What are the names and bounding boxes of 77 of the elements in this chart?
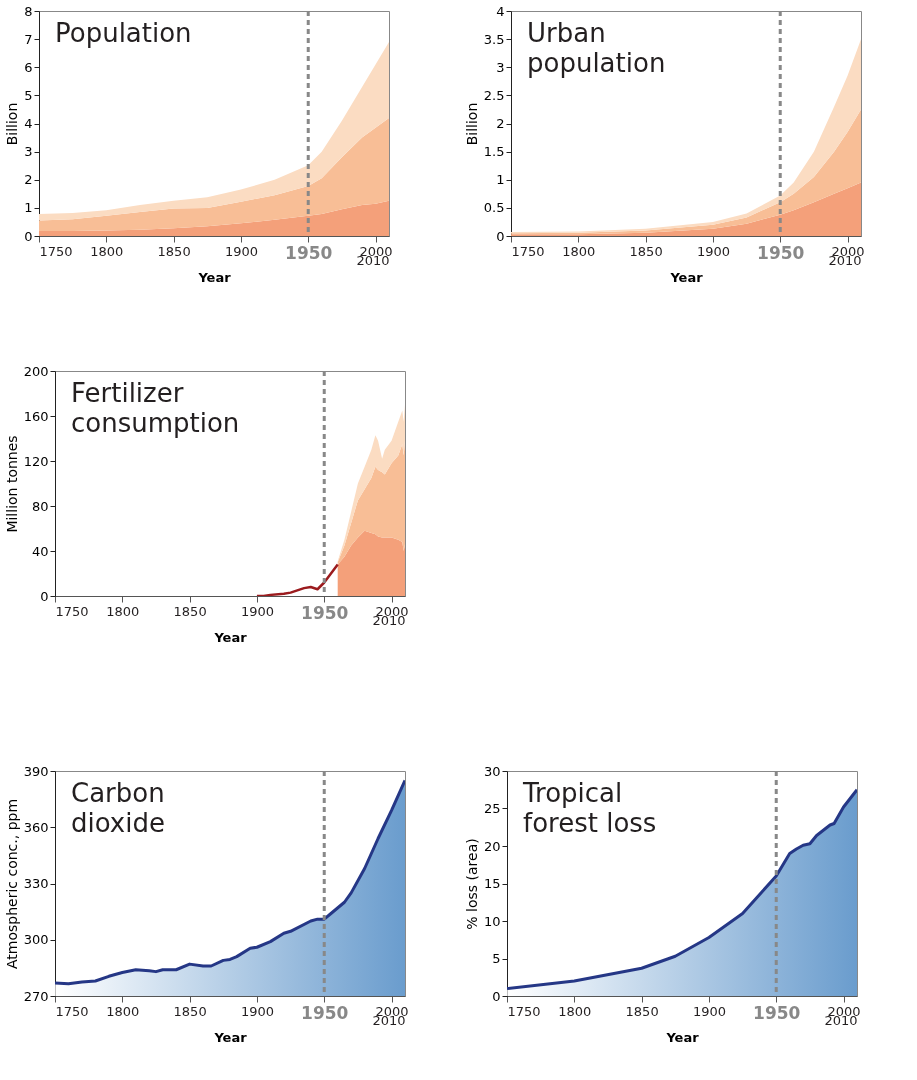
y-tick-label: 2.5 — [483, 87, 505, 103]
y-tick-label: 20 — [483, 838, 501, 854]
x-tick-label: 1950 — [757, 242, 805, 263]
y-tick-label: 160 — [23, 408, 49, 424]
text: Tropical forest loss — [522, 778, 657, 838]
x-tick-label: 1900 — [692, 1003, 726, 1019]
y-tick-label: 330 — [23, 876, 49, 891]
y-tick-label: 1.5 — [483, 144, 505, 160]
text: Fertilizer consumption — [71, 378, 240, 438]
x-tick-label: 1900 — [240, 603, 274, 619]
x-tick-label: 1850 — [625, 1003, 659, 1019]
x-tick-label: 1950 — [301, 602, 349, 623]
y-tick-label: 3 — [24, 144, 33, 160]
y-tick-label: 270 — [23, 988, 49, 1004]
x-tick-label: 1900 — [696, 243, 730, 259]
y-tick-label: 15 — [483, 876, 501, 891]
y-tick-label: 5 — [24, 87, 33, 103]
x-tick-label: 1750 — [55, 1003, 89, 1019]
y-axis-title: Atmospheric conc., ppm — [3, 798, 20, 970]
x-tick-label: 1750 — [507, 1003, 541, 1019]
x-axis-title: Year — [197, 269, 232, 285]
y-tick-label: 2 — [496, 116, 505, 131]
x-tick-label: 1800 — [106, 603, 140, 619]
y-tick-label: 200 — [23, 363, 49, 379]
y-tick-label: 390 — [23, 763, 49, 779]
y-tick-label: 80 — [31, 498, 49, 514]
y-tick-label: 3.5 — [483, 31, 505, 47]
y-tick-label: 0 — [40, 588, 49, 604]
x-tick-label: 1950 — [753, 1002, 801, 1023]
y-tick-label: 30 — [483, 763, 501, 779]
x-tick-label: 1850 — [629, 243, 663, 259]
text: Urban population — [527, 18, 666, 78]
y-axis-title: Billion — [4, 102, 21, 146]
y-tick-label: 0.5 — [483, 200, 505, 216]
x-tick-label: 1750 — [55, 603, 89, 619]
x-tick-label: 1750 — [511, 243, 545, 259]
x-tick-label: 1900 — [224, 243, 258, 259]
x-tick-label: 1850 — [157, 243, 191, 259]
x-tick-label: 1800 — [106, 1003, 140, 1019]
y-tick-label: 3 — [496, 59, 505, 75]
x-tick-label: 1900 — [240, 1003, 274, 1019]
y-tick-label: 0 — [24, 228, 33, 244]
x-tick-label: 1950 — [285, 242, 333, 263]
y-tick-label: 2 — [24, 172, 33, 188]
y-tick-label: 0 — [496, 228, 505, 244]
x-axis-title: Year — [213, 629, 248, 645]
y-tick-label: 4 — [24, 116, 33, 131]
y-tick-label: 25 — [483, 801, 501, 816]
y-tick-label: 120 — [23, 453, 49, 469]
y-tick-label: 10 — [483, 913, 501, 929]
y-axis-title: % loss (area) — [463, 838, 480, 930]
y-axis-title: Billion — [463, 102, 480, 146]
y-tick-label: 4 — [496, 3, 505, 19]
x-tick-label: 1850 — [173, 1003, 207, 1019]
x-tick-label: 1850 — [173, 603, 207, 619]
y-tick-label: 0 — [492, 988, 501, 1004]
y-axis-title: Million tonnes — [3, 435, 20, 533]
y-tick-label: 300 — [23, 932, 49, 948]
y-tick-label: 5 — [492, 951, 501, 966]
y-tick-label: 1 — [496, 172, 505, 188]
x-tick-label: 1800 — [562, 243, 596, 259]
chart-title: Population — [55, 18, 192, 48]
x-axis-title: Year — [213, 1029, 248, 1045]
x-axis-title: Year — [669, 269, 704, 285]
y-tick-label: 40 — [31, 543, 49, 559]
x-axis-title: Year — [665, 1029, 700, 1045]
x-tick-label: 1950 — [301, 1002, 349, 1023]
text: Carbon dioxide — [71, 778, 165, 838]
x-tick-label: 1800 — [558, 1003, 592, 1019]
y-tick-label: 360 — [23, 819, 49, 835]
line-series — [255, 563, 339, 596]
y-tick-label: 1 — [24, 200, 33, 216]
y-tick-label: 6 — [24, 59, 33, 75]
y-tick-label: 8 — [24, 3, 33, 19]
x-tick-label: 1750 — [39, 243, 73, 259]
y-tick-label: 7 — [24, 31, 33, 47]
x-tick-label: 1800 — [90, 243, 124, 259]
